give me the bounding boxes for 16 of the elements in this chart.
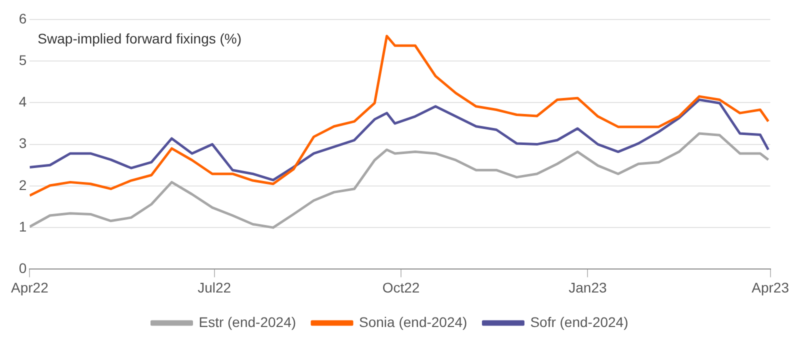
y-tick-label: 0 (18, 260, 27, 276)
x-tick-label: Jul22 (198, 279, 232, 296)
x-tick-label: Apr22 (11, 279, 49, 296)
legend-label: Sonia (end-2024) (359, 314, 468, 330)
y-tick-label: 6 (18, 10, 27, 26)
x-tick-label: Oct22 (382, 279, 420, 296)
y-tick-label: 3 (18, 135, 27, 152)
legend-label: Sofr (end-2024) (530, 314, 628, 330)
y-tick-label: 4 (18, 94, 27, 110)
text: Swap-implied forward fixings (%) (38, 30, 242, 46)
y-tick-label: 2 (18, 176, 27, 193)
x-tick-label: Jan23 (568, 279, 607, 296)
y-tick-label: 5 (18, 52, 27, 68)
x-tick-label: Apr23 (752, 279, 790, 296)
y-tick-label: 1 (18, 218, 27, 234)
legend-label: Estr (end-2024) (198, 314, 296, 330)
